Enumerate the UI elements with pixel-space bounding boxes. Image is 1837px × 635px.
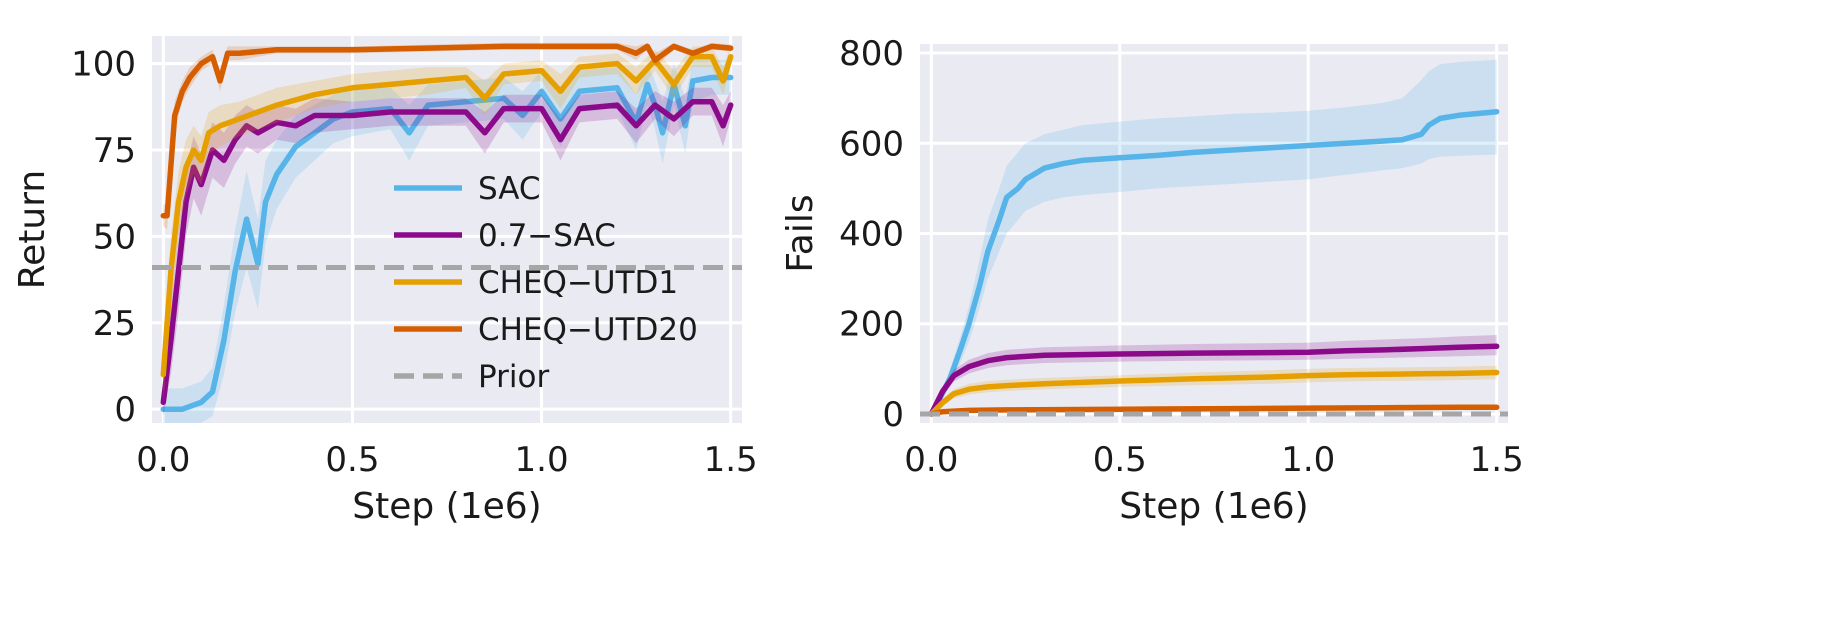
y-tick-label: 200 [839,305,904,345]
series-line-cheq-utd1 [160,53,734,378]
y-axis-label: Return [12,170,53,289]
x-axis-label: Step (1e6) [1119,486,1308,527]
x-tick-label: 1.5 [704,440,758,480]
y-tick-label: 25 [93,304,136,344]
series-band-sac [931,59,1497,415]
x-tick-label: 0.5 [325,440,379,480]
y-tick-label: 800 [839,34,904,74]
series-line-0-7-sac [160,98,734,406]
legend-label-sac: SAC [478,171,541,207]
series-line-cheq-utd20 [928,404,1500,417]
y-tick-label: 50 [93,217,136,257]
legend: SAC 0.7−SAC CHEQ−UTD1 CHEQ−UTD20 Prior [394,171,698,395]
y-tick-label: 400 [839,215,904,255]
series-band-sac [163,60,731,423]
legend-label-cheq-utd20: CHEQ−UTD20 [478,312,698,348]
series-line-cheq-utd1 [928,369,1500,417]
x-tick-label: 1.0 [1281,440,1335,480]
x-tick-label: 1.0 [515,440,569,480]
x-tick-label: 1.5 [1470,440,1524,480]
series-line-cheq-utd20 [160,43,734,219]
legend-label-prior: Prior [478,359,549,395]
return-chart: 0.0 0.5 1.0 1.5 0 25 50 75 100 Step (1e6) Return SA… [12,36,758,527]
y-tick-label: 0 [882,395,904,435]
y-axis-label: Fails [780,194,821,272]
series-layer [152,42,742,423]
series-line-sac [160,74,734,412]
x-tick-label: 0.0 [136,440,190,480]
y-tick-label: 100 [71,45,136,85]
legend-label-cheq-utd1: CHEQ−UTD1 [478,265,678,301]
series-line-sac [928,108,1500,417]
legend-label-0-7-sac: 0.7−SAC [478,218,616,254]
series-band-cheq-utd1 [931,365,1497,414]
grid [152,36,742,423]
series-line-0-7-sac [928,343,1500,417]
series-layer [920,59,1508,417]
y-tick-label: 0 [114,390,136,430]
y-tick-label: 75 [93,131,136,171]
x-axis-label: Step (1e6) [352,486,541,527]
y-tick-label: 600 [839,124,904,164]
x-tick-label: 0.0 [904,440,958,480]
x-tick-label: 0.5 [1093,440,1147,480]
fails-chart: 0.0 0.5 1.0 1.5 0 200 400 600 800 Step (1e6) Fails [780,34,1524,527]
